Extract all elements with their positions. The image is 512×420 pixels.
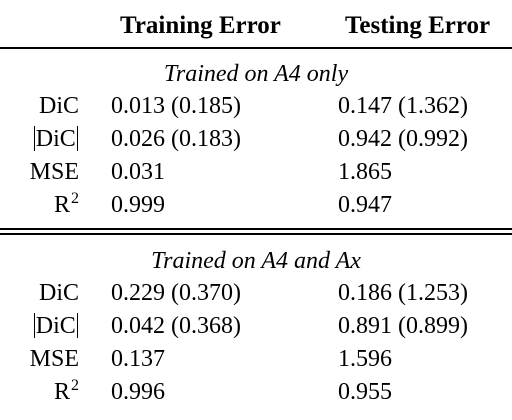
testing-error-cell: 0.186 (1.253) [338,280,468,306]
table-row: DiC 0.013 (0.185) 0.147 (1.362) [0,90,512,123]
superscript: 2 [71,377,79,394]
testing-error-cell: 0.942 (0.992) [338,126,468,152]
training-error-cell: 0.229 (0.370) [111,280,241,306]
double-rule-top [0,228,512,230]
training-error-cell: 0.996 [111,379,165,405]
header-rule [0,47,512,49]
training-error-header: Training Error [120,12,281,39]
abs-bar-right [76,126,78,151]
training-error-cell: 0.026 (0.183) [111,126,241,152]
row-label: R2 [53,377,79,406]
row-label: DiC [38,280,79,306]
row-label: R2 [53,190,79,219]
table-row: DiC 0.026 (0.183) 0.942 (0.992) [0,123,512,156]
table-row: R2 0.996 0.955 [0,376,512,409]
table-row: DiC 0.042 (0.368) 0.891 (0.899) [0,310,512,343]
abs-bar-right [76,313,78,338]
training-error-cell: 0.137 [111,346,165,372]
training-error-cell: 0.013 (0.185) [111,93,241,119]
section-title: Trained on A4 and Ax [151,248,361,274]
testing-error-header: Testing Error [345,12,491,39]
abs-bar-left [33,126,35,151]
testing-error-cell: 0.147 (1.362) [338,93,468,119]
testing-error-cell: 0.891 (0.899) [338,313,468,339]
row-label: DiC [38,93,79,119]
row-label: DiC [33,123,79,156]
testing-error-cell: 1.865 [338,159,392,185]
double-rule-bottom [0,233,512,235]
testing-error-cell: 0.955 [338,379,392,405]
section-title: Trained on A4 only [163,61,349,87]
table-row: R2 0.999 0.947 [0,189,512,222]
testing-error-cell: 0.947 [338,192,392,218]
table-row: DiC 0.229 (0.370) 0.186 (1.253) [0,277,512,310]
table-row: MSE 0.031 1.865 [0,156,512,189]
testing-error-cell: 1.596 [338,346,392,372]
training-error-cell: 0.042 (0.368) [111,313,241,339]
training-error-cell: 0.031 [111,159,165,185]
training-error-cell: 0.999 [111,192,165,218]
abs-bar-left [33,313,35,338]
superscript: 2 [71,190,79,207]
table-row: MSE 0.137 1.596 [0,343,512,376]
row-label: DiC [33,310,79,343]
row-label: MSE [29,346,79,372]
row-label: MSE [29,159,79,185]
